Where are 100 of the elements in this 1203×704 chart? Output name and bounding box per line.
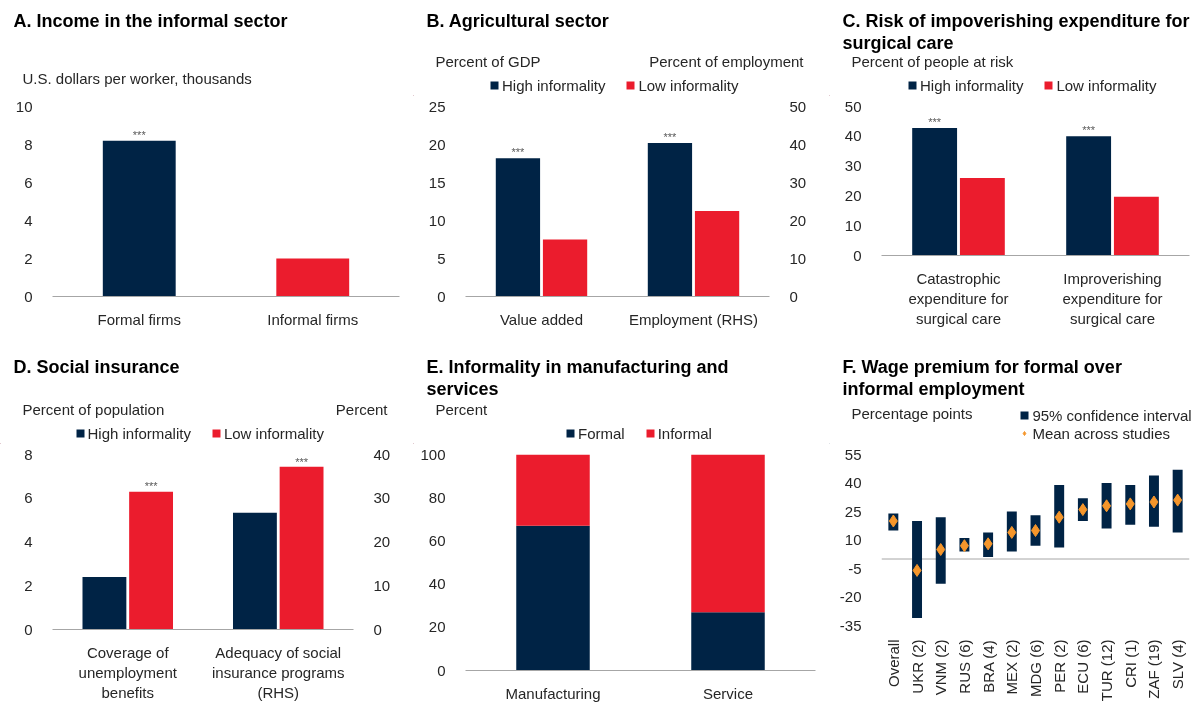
y-tick-label: 0 [437, 287, 446, 305]
y-tick-label: 20 [428, 135, 446, 153]
x-tick-label: VNM (2) [932, 639, 950, 696]
y2-tick-label: 0 [789, 287, 798, 305]
y-tick-label: 10 [844, 216, 862, 234]
y-tick-label: 25 [428, 97, 446, 115]
y2-tick-label: 40 [373, 445, 391, 463]
y2-tick-label: 30 [373, 489, 391, 507]
x-tick-label: Service [702, 684, 754, 702]
annotation: *** [132, 128, 147, 141]
chart-title: E. Informality in manufacturing and services [426, 356, 729, 399]
x-tick-label: Catastrophic expenditure for surgical care [908, 269, 1009, 328]
x-tick-label: Employment (RHS) [628, 310, 759, 328]
x-tick-label: Value added [499, 310, 584, 328]
y2-tick-label: 20 [789, 211, 807, 229]
y2-tick-label: 10 [789, 249, 807, 267]
legend-label: Formal [577, 424, 625, 442]
annotation: *** [295, 455, 309, 468]
y2-tick-label: 20 [373, 533, 391, 550]
y-tick-label: 40 [844, 127, 862, 145]
x-tick-label: ECU (6) [1074, 639, 1092, 694]
x-tick-label: Adequacy of social insurance programs (RHS) [211, 643, 345, 702]
x-tick-label: MEX (2) [1003, 639, 1021, 695]
chart-title: D. Social insurance [13, 356, 180, 377]
y-tick-label: 0 [24, 287, 33, 305]
y-tick-label: 10 [428, 211, 446, 229]
y-tick-label: 2 [24, 249, 33, 267]
y2-tick-label: 10 [373, 576, 391, 594]
x-tick-label: Manufacturing [505, 684, 601, 702]
legend-label: High informality [502, 76, 606, 94]
y-tick-label: 10 [15, 97, 33, 115]
x-tick-label: Formal firms [97, 310, 181, 328]
legend-label: Low informality [638, 76, 739, 94]
x-tick-label: Improverishing expenditure for surgical care [1062, 269, 1163, 328]
y-axis-title: Percent of population [22, 401, 165, 418]
x-tick-label: ZAF (19) [1145, 639, 1163, 699]
legend-label: Low informality [223, 424, 324, 442]
y-tick-label: -35 [839, 616, 862, 634]
legend-label: 95% confidence interval [1032, 406, 1192, 424]
legend-label: Mean across studies [1032, 424, 1170, 442]
y2-tick-label: 50 [789, 97, 807, 115]
y-tick-label: 5 [437, 249, 446, 267]
legend-label: High informality [920, 76, 1024, 94]
legend-label: Informal [657, 424, 712, 442]
x-tick-label: RUS (6) [955, 639, 973, 694]
annotation: *** [663, 130, 678, 143]
legend-label: Low informality [1056, 76, 1157, 94]
annotation: *** [928, 115, 942, 128]
y-tick-label: 60 [428, 531, 446, 549]
y-tick-label: 30 [844, 157, 862, 175]
y-tick-label: 0 [853, 246, 862, 264]
y2-axis-title: Percent [335, 401, 389, 418]
y-tick-label: 6 [24, 489, 33, 507]
y-tick-label: 20 [844, 186, 862, 204]
x-tick-label: Coverage of unemployment benefits [78, 643, 178, 702]
y2-axis-title: Percent of employment [649, 53, 805, 70]
x-tick-label: SLV (4) [1169, 639, 1187, 690]
x-tick-label: Overall [884, 639, 902, 688]
y-tick-label: 6 [24, 173, 33, 191]
chart-title: F. Wage premium for formal over informal employment [842, 356, 1122, 399]
y2-tick-label: 30 [789, 173, 807, 191]
x-tick-label: PER (2) [1050, 639, 1068, 693]
y-tick-label: 15 [428, 173, 446, 191]
y-tick-label: -20 [839, 588, 862, 605]
y-axis-title: Percent [435, 401, 489, 418]
y-tick-label: 8 [24, 445, 33, 463]
y-axis-title: Percentage points [851, 405, 973, 422]
y-tick-label: 4 [24, 211, 33, 229]
x-tick-label: BRA (4) [979, 640, 997, 693]
y-tick-label: 4 [24, 533, 33, 550]
legend-label: High informality [87, 424, 191, 442]
y-axis-title: U.S. dollars per worker, thousands [22, 70, 252, 87]
y2-tick-label: 0 [373, 620, 382, 638]
chart-title: C. Risk of impoverishing expenditure for surgical care [842, 10, 1190, 53]
y-axis-title: Percent of GDP [435, 53, 541, 70]
y-tick-label: 50 [844, 97, 862, 115]
y-tick-label: 40 [428, 575, 446, 593]
y-tick-label: 55 [844, 445, 862, 463]
x-tick-label: TUR (12) [1098, 639, 1116, 702]
y2-tick-label: 40 [789, 135, 807, 153]
y-tick-label: 8 [24, 135, 33, 153]
y-tick-label: 2 [24, 576, 33, 594]
annotation: *** [511, 146, 526, 159]
y-tick-label: 0 [24, 620, 33, 638]
x-tick-label: UKR (2) [908, 639, 926, 694]
x-tick-label: Informal firms [267, 310, 359, 328]
annotation: *** [144, 479, 159, 492]
y-tick-label: 25 [844, 502, 862, 520]
y-axis-title: Percent of people at risk [851, 53, 1014, 70]
y-tick-label: 40 [844, 474, 862, 491]
x-tick-label: CRI (1) [1121, 639, 1139, 688]
y-tick-label: -5 [848, 559, 862, 577]
annotation: *** [1082, 124, 1096, 137]
y-tick-label: 10 [844, 531, 862, 548]
y-tick-label: 100 [420, 445, 446, 463]
y-tick-label: 0 [437, 661, 446, 679]
x-tick-label: MDG (6) [1027, 639, 1044, 697]
y-tick-label: 80 [428, 488, 446, 506]
chart-title: A. Income in the informal sector [13, 10, 288, 31]
chart-title: B. Agricultural sector [426, 10, 609, 31]
